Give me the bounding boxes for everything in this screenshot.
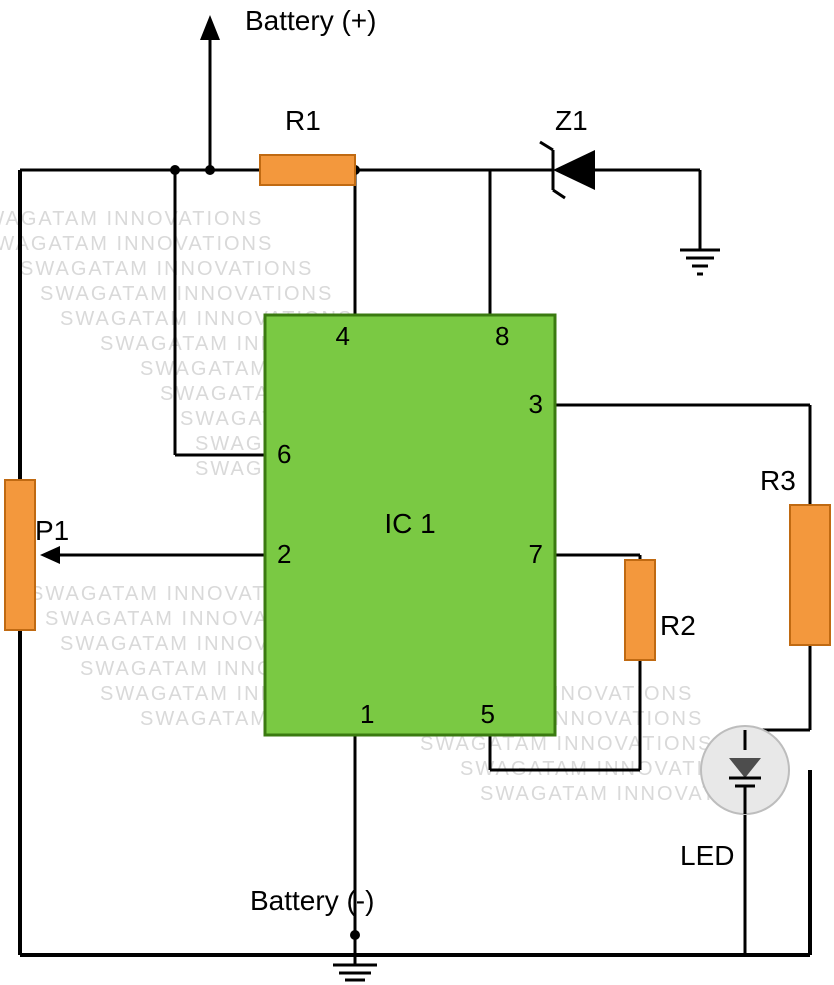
circle-shape (205, 165, 215, 175)
pin-2: 2 (277, 539, 291, 569)
label-ic1: IC 1 (384, 508, 435, 539)
pin-3: 3 (529, 389, 543, 419)
pin-8: 8 (495, 321, 509, 351)
label-led: LED (680, 840, 734, 871)
r2-resistor (625, 560, 655, 660)
p1-wiper-arrow (40, 546, 60, 564)
watermark-text: SWAGATAM INNOVATIONS (0, 233, 273, 255)
pin-5: 5 (481, 699, 495, 729)
label-z1: Z1 (555, 105, 588, 136)
label-r2: R2 (660, 610, 696, 641)
watermark-text: SWAGATAM INNOVATIONS (20, 258, 313, 280)
watermark-text: SWAGATAM INNOVATIONS (40, 283, 333, 305)
pin-4: 4 (336, 321, 350, 351)
r1-resistor (260, 155, 355, 185)
label-battery-plus: Battery (+) (245, 5, 376, 36)
z1-zener (553, 150, 595, 190)
p1-potentiometer (5, 480, 35, 630)
label-r1: R1 (285, 105, 321, 136)
r3-resistor (790, 505, 830, 645)
label-battery-minus: Battery (-) (250, 885, 374, 916)
watermark-text: SWAGATAM INNOVATIONS (0, 208, 263, 230)
label-p1: P1 (35, 515, 69, 546)
battery-plus-arrow (200, 15, 220, 40)
pin-1: 1 (360, 699, 374, 729)
label-r3: R3 (760, 465, 796, 496)
pin-6: 6 (277, 439, 291, 469)
pin-7: 7 (529, 539, 543, 569)
